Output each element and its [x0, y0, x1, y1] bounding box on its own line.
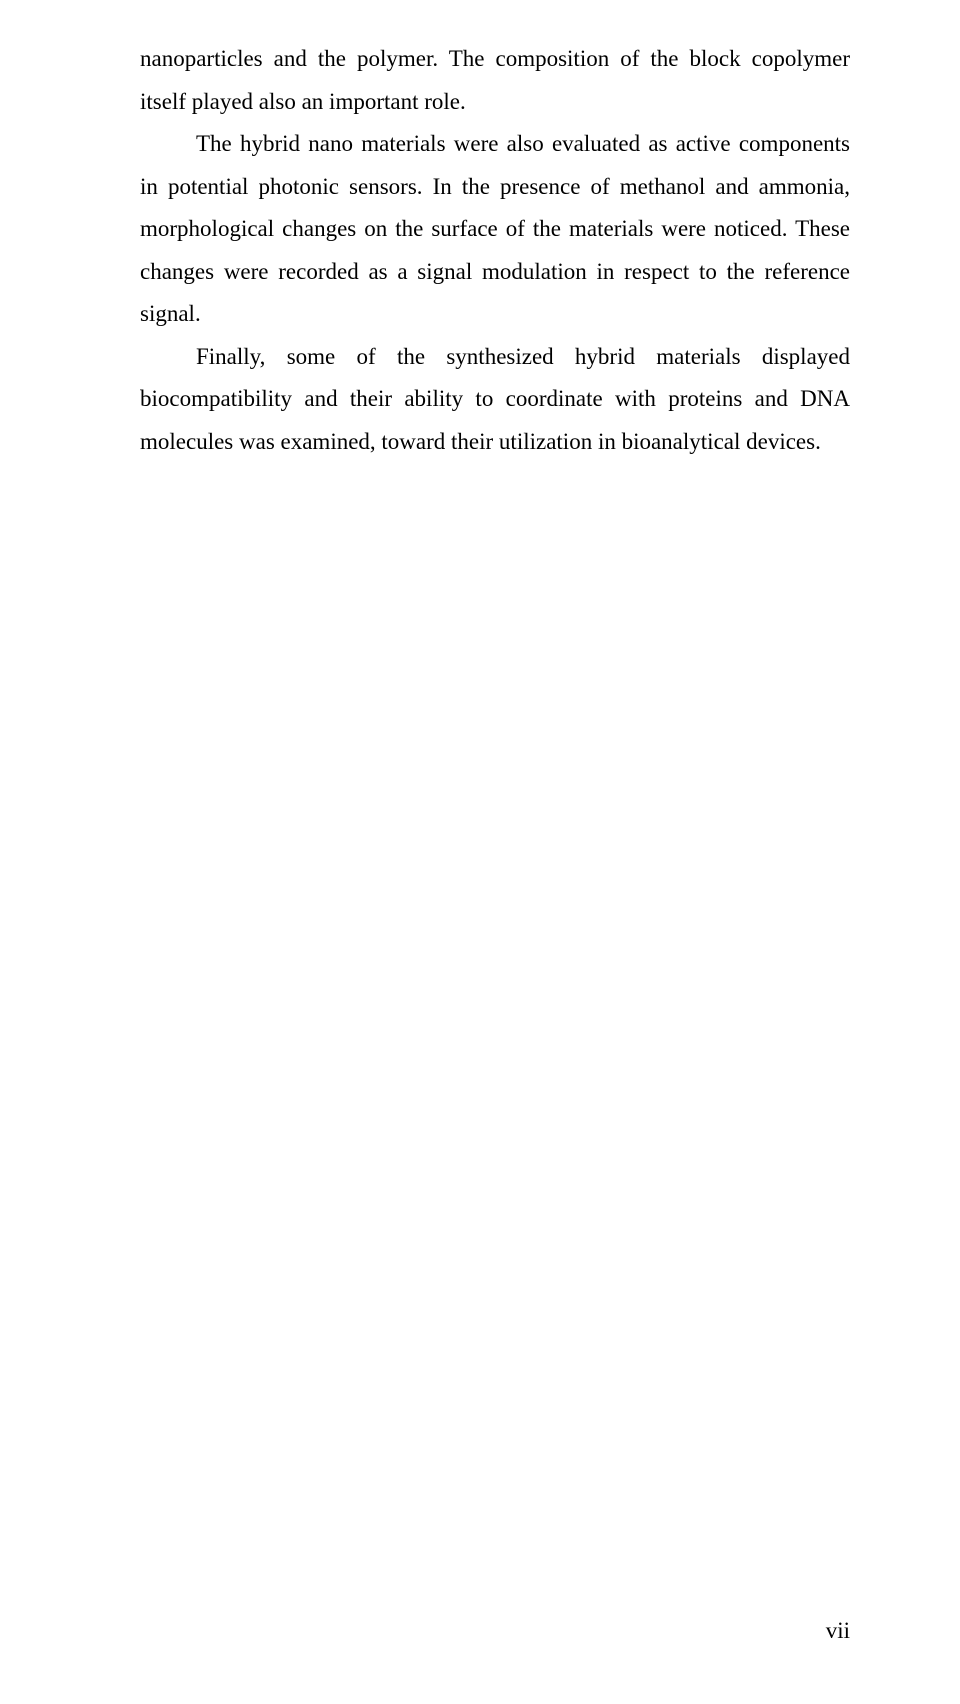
page-number: vii	[826, 1618, 850, 1644]
paragraph-1: nanoparticles and the polymer. The compo…	[140, 38, 850, 123]
paragraph-3: Finally, some of the synthesized hybrid …	[140, 336, 850, 464]
page-container: nanoparticles and the polymer. The compo…	[0, 0, 960, 1704]
paragraph-2: The hybrid nano materials were also eval…	[140, 123, 850, 336]
